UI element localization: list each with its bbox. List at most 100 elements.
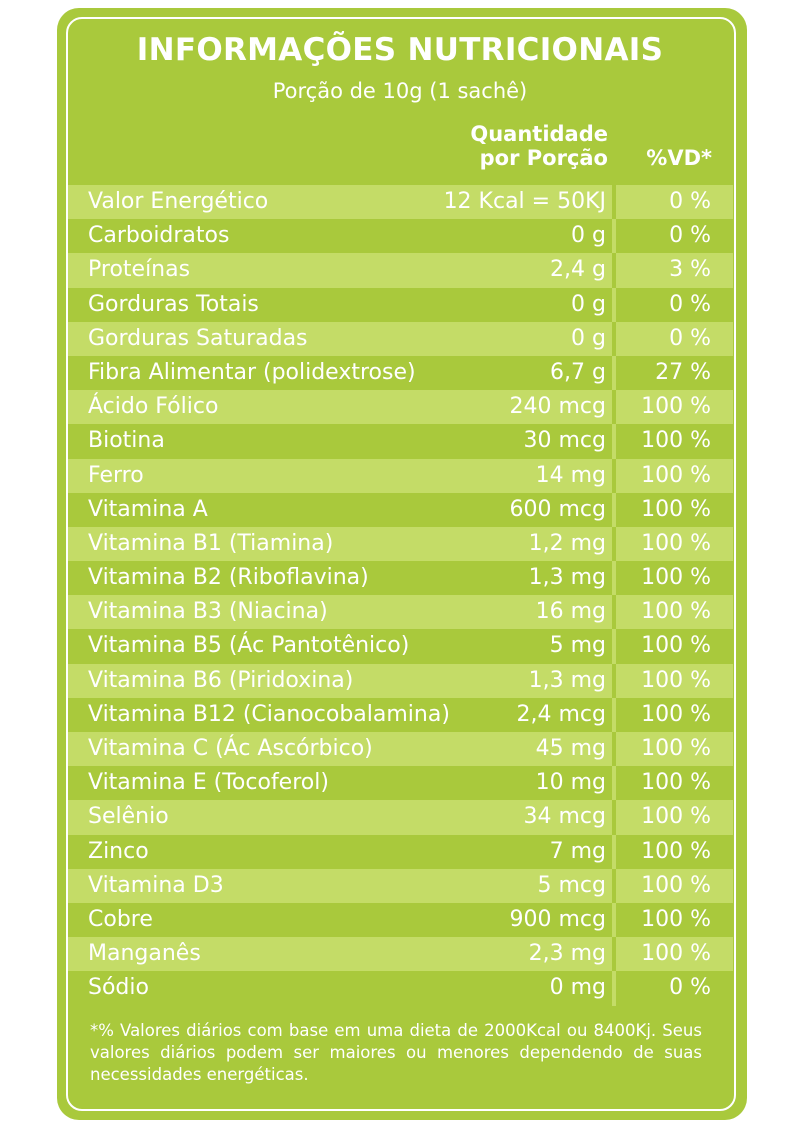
nutrient-vd: 100 %: [641, 565, 711, 591]
table-row: Vitamina B6 (Piridoxina) 1,3 mg 100 %: [68, 663, 733, 698]
column-divider: [612, 390, 616, 425]
nutrient-amount: 1,3 mg: [528, 565, 606, 591]
nutrient-name: Vitamina D3: [88, 872, 224, 898]
nutrient-name: Ácido Fólico: [88, 394, 219, 420]
nutrient-name: Vitamina B5 (Ác Pantotênico): [88, 633, 410, 659]
nutrient-amount: 5 mg: [549, 633, 606, 659]
nutrient-amount: 0 g: [571, 291, 606, 317]
table-row: Vitamina B5 (Ác Pantotênico) 5 mg 100 %: [68, 629, 733, 664]
page-title: INFORMAÇÕES NUTRICIONAIS: [136, 32, 664, 68]
nutrient-vd: 100 %: [641, 941, 711, 967]
table-row: Gorduras Totais 0 g 0 %: [68, 287, 733, 322]
column-divider: [612, 561, 616, 596]
table-row: Ferro 14 mg 100 %: [68, 458, 733, 493]
nutrient-amount: 6,7 g: [550, 359, 606, 385]
nutrient-vd: 3 %: [669, 257, 711, 283]
table-row: Vitamina B2 (Riboflavina) 1,3 mg 100 %: [68, 561, 733, 596]
column-divider: [612, 629, 616, 664]
nutrient-name: Manganês: [88, 941, 201, 967]
nutrient-name: Selênio: [88, 804, 169, 830]
table-row: Valor Energético 12 Kcal = 50KJ 0 %: [68, 185, 733, 220]
column-divider: [612, 902, 616, 938]
nutrient-amount: 2,4 g: [550, 257, 606, 283]
nutrient-amount: 10 mg: [535, 770, 606, 796]
nutrient-name: Vitamina B12 (Cianocobalamina): [88, 701, 450, 727]
column-header-quantity-line1: Quantidade: [470, 122, 608, 146]
nutrient-name: Gorduras Totais: [88, 291, 259, 317]
nutrient-vd: 100 %: [641, 701, 711, 727]
table-row: Manganês 2,3 mg 100 %: [68, 937, 733, 972]
nutrient-vd: 0 %: [669, 975, 711, 1001]
nutrient-amount: 45 mg: [535, 736, 606, 761]
table-row: Ácido Fólico 240 mcg 100 %: [68, 390, 733, 425]
nutrient-name: Vitamina C (Ác Ascórbico): [88, 736, 373, 761]
table-row: Vitamina C (Ác Ascórbico) 45 mg 100 %: [68, 732, 733, 767]
nutrient-vd: 100 %: [641, 906, 711, 932]
table-row: Sódio 0 mg 0 %: [68, 971, 733, 1006]
column-divider: [612, 834, 616, 869]
nutrient-amount: 1,2 mg: [528, 530, 606, 556]
nutrient-vd: 100 %: [641, 838, 711, 864]
nutrient-vd: 100 %: [641, 496, 711, 522]
nutrient-vd: 100 %: [641, 770, 711, 796]
nutrient-name: Valor Energético: [88, 189, 269, 214]
nutrient-name: Vitamina B3 (Niacina): [88, 599, 328, 625]
table-row: Vitamina E (Tocoferol) 10 mg 100 %: [68, 766, 733, 801]
nutrient-name: Ferro: [88, 462, 144, 488]
nutrient-amount: 7 mg: [549, 838, 606, 864]
nutrient-vd: 100 %: [641, 599, 711, 625]
column-divider: [612, 287, 616, 322]
panel-border: [66, 17, 736, 1111]
column-divider: [612, 868, 616, 903]
nutrient-vd: 100 %: [641, 736, 711, 761]
column-divider: [612, 766, 616, 801]
nutrient-name: Gorduras Saturadas: [88, 325, 308, 351]
nutrient-amount: 30 mcg: [523, 428, 606, 454]
column-header-vd: %VD*: [646, 146, 712, 170]
column-divider: [612, 424, 616, 459]
table-row: Vitamina D3 5 mcg 100 %: [68, 868, 733, 903]
nutrient-vd: 100 %: [641, 394, 711, 420]
column-divider: [612, 321, 616, 356]
nutrient-vd: 0 %: [669, 223, 711, 249]
nutrient-name: Vitamina B6 (Piridoxina): [88, 667, 354, 693]
table-row: Vitamina B12 (Cianocobalamina) 2,4 mcg 100…: [68, 697, 733, 732]
nutrient-vd: 100 %: [641, 872, 711, 898]
nutrient-amount: 2,4 mcg: [516, 701, 606, 727]
nutrient-name: Proteínas: [88, 257, 191, 283]
nutrient-name: Cobre: [88, 906, 153, 932]
nutrient-name: Carboidratos: [88, 223, 230, 249]
nutrient-amount: 34 mcg: [523, 804, 606, 830]
nutrient-name: Vitamina B1 (Tiamina): [88, 530, 334, 556]
column-divider: [612, 663, 616, 698]
column-divider: [612, 253, 616, 288]
nutrient-vd: 0 %: [669, 189, 711, 214]
nutrient-amount: 900 mcg: [509, 906, 606, 932]
nutrient-vd: 0 %: [669, 325, 711, 351]
column-divider: [612, 937, 616, 972]
column-divider: [612, 732, 616, 767]
column-divider: [612, 492, 616, 527]
nutrient-amount: 2,3 mg: [528, 941, 606, 967]
table-row: Vitamina B3 (Niacina) 16 mg 100 %: [68, 595, 733, 630]
nutrient-amount: 16 mg: [535, 599, 606, 625]
column-divider: [612, 185, 616, 220]
column-header-quantity-line2: por Porção: [479, 146, 608, 170]
table-row: Vitamina A 600 mcg 100 %: [68, 492, 733, 527]
nutrient-name: Vitamina B2 (Riboflavina): [88, 565, 369, 591]
nutrient-amount: 600 mcg: [509, 496, 606, 522]
column-divider: [612, 971, 616, 1006]
table-row: Vitamina B1 (Tiamina) 1,2 mg 100 %: [68, 526, 733, 562]
nutrient-name: Sódio: [88, 975, 149, 1001]
column-divider: [612, 219, 616, 254]
nutrient-vd: 100 %: [641, 633, 711, 659]
column-header-quantity: Quantidade por Porção: [440, 122, 608, 170]
nutrient-name: Zinco: [88, 838, 149, 864]
nutrient-amount: 1,3 mg: [528, 667, 606, 693]
serving-size: Porção de 10g (1 sachê): [272, 79, 528, 103]
column-divider: [612, 697, 616, 732]
table-row: Fibra Alimentar (polidextrose) 6,7 g 27 %: [68, 355, 733, 391]
table-row: Gorduras Saturadas 0 g 0 %: [68, 321, 733, 356]
nutrient-amount: 14 mg: [535, 462, 606, 488]
nutrient-vd: 100 %: [641, 462, 711, 488]
